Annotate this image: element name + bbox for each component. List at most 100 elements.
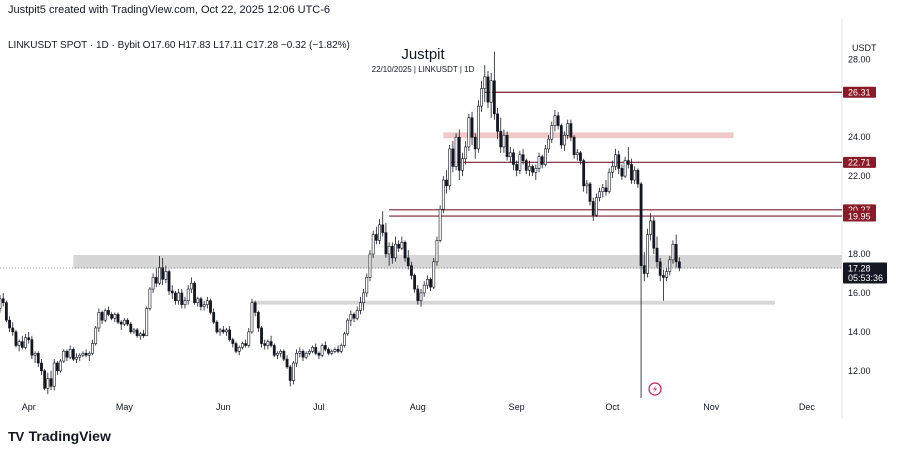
candle-body bbox=[116, 314, 120, 323]
candle-body bbox=[661, 275, 665, 278]
candle bbox=[339, 343, 343, 354]
candle bbox=[582, 158, 586, 192]
candle-body bbox=[330, 351, 334, 354]
candle bbox=[655, 236, 659, 268]
candle bbox=[461, 152, 464, 177]
candle-body bbox=[205, 300, 209, 305]
candle-body bbox=[432, 261, 436, 288]
candlestick-chart[interactable]: 28.00 24.00 22.00 18.00 16.00 14.00 12.00 Apr Ma… bbox=[0, 18, 900, 418]
candle bbox=[142, 329, 145, 338]
chart-panel[interactable]: 28.00 24.00 22.00 18.00 16.00 14.00 12.00 Apr Ma… bbox=[0, 18, 900, 418]
candle-body bbox=[499, 131, 503, 148]
candle bbox=[652, 217, 656, 255]
candle-body bbox=[279, 351, 283, 354]
candle bbox=[151, 273, 155, 293]
chart-caption: Justpit5 created with TradingView.com, O… bbox=[8, 4, 331, 16]
candle-body bbox=[97, 312, 101, 329]
candle-body bbox=[371, 234, 375, 255]
candle bbox=[8, 316, 11, 332]
candle-body bbox=[119, 321, 123, 325]
level-badge-label: 19.95 bbox=[848, 211, 871, 221]
x-tick-label: Dec bbox=[799, 402, 816, 412]
candle bbox=[228, 326, 232, 342]
candle-body bbox=[100, 312, 104, 321]
candle-body bbox=[91, 343, 94, 354]
symbol-legend: LINKUSDT SPOT · 1D · Bybit O17.60 H17.83… bbox=[8, 40, 350, 51]
candle bbox=[671, 240, 675, 264]
candle-body bbox=[320, 345, 324, 356]
candle bbox=[346, 318, 350, 336]
candle-body bbox=[288, 366, 292, 381]
candle-body bbox=[448, 148, 452, 187]
candle-body bbox=[49, 378, 53, 387]
candle-body bbox=[215, 321, 219, 333]
chart-subtitle: 22/10/2025 | LINKUSDT | 1D bbox=[371, 65, 475, 74]
candle bbox=[116, 312, 120, 325]
candle bbox=[508, 146, 512, 163]
candle-body bbox=[129, 323, 133, 333]
y-tick-label: 18.00 bbox=[848, 249, 871, 259]
candle bbox=[371, 230, 375, 258]
candle-body bbox=[75, 356, 78, 360]
candle bbox=[244, 339, 247, 348]
candle-body bbox=[384, 232, 388, 255]
x-tick-label: May bbox=[116, 402, 134, 412]
candle bbox=[320, 343, 324, 358]
candle-body bbox=[528, 166, 531, 171]
candle bbox=[24, 333, 27, 350]
candle bbox=[40, 359, 43, 375]
level-badge-label: 20.27 bbox=[848, 205, 871, 215]
candle-body bbox=[336, 349, 340, 352]
candle bbox=[231, 337, 235, 348]
candle-body bbox=[406, 257, 410, 266]
candle-body bbox=[461, 158, 464, 171]
candle-body bbox=[164, 271, 168, 280]
candle bbox=[20, 335, 24, 350]
candle bbox=[282, 349, 286, 362]
candle-body bbox=[71, 349, 75, 360]
candle bbox=[512, 148, 515, 171]
candle-body bbox=[33, 352, 37, 356]
candle bbox=[167, 269, 171, 295]
zone-rect-0 bbox=[73, 254, 842, 269]
candle bbox=[323, 341, 327, 352]
candle-body bbox=[247, 331, 251, 346]
candle bbox=[661, 269, 665, 301]
candle-body bbox=[362, 292, 365, 303]
tradingview-brand: TradingView bbox=[28, 428, 111, 444]
candle-body bbox=[1, 298, 5, 303]
candle bbox=[579, 150, 582, 165]
y-tick-label: 12.00 bbox=[848, 366, 871, 376]
candle bbox=[400, 236, 404, 251]
candle bbox=[553, 109, 557, 132]
candle-body bbox=[196, 298, 200, 303]
candle bbox=[537, 152, 541, 173]
candle-body bbox=[292, 362, 295, 381]
candle-body bbox=[250, 302, 254, 333]
y-tick-label: 28.00 bbox=[848, 54, 871, 64]
current-price-label: 17.28 bbox=[848, 263, 871, 273]
candle-body bbox=[151, 277, 155, 290]
candle-body bbox=[56, 362, 59, 372]
candle-body bbox=[193, 282, 196, 303]
candle bbox=[91, 339, 94, 356]
candle bbox=[585, 180, 589, 194]
candle bbox=[49, 370, 53, 391]
candle-body bbox=[410, 265, 413, 276]
candle bbox=[636, 168, 640, 188]
y-tick-label: 14.00 bbox=[848, 327, 871, 337]
candle bbox=[269, 335, 273, 348]
candle-body bbox=[27, 337, 31, 340]
candle bbox=[196, 296, 200, 307]
candle-body bbox=[138, 333, 142, 337]
candle bbox=[170, 285, 174, 299]
candle-body bbox=[68, 349, 72, 358]
currency-label[interactable]: USDT bbox=[852, 43, 877, 53]
candle bbox=[292, 361, 295, 385]
candle-body bbox=[601, 187, 605, 193]
candle bbox=[212, 308, 216, 325]
candle bbox=[81, 351, 85, 358]
candle-body bbox=[665, 271, 668, 278]
candle-body bbox=[240, 343, 244, 348]
candle bbox=[298, 347, 302, 358]
